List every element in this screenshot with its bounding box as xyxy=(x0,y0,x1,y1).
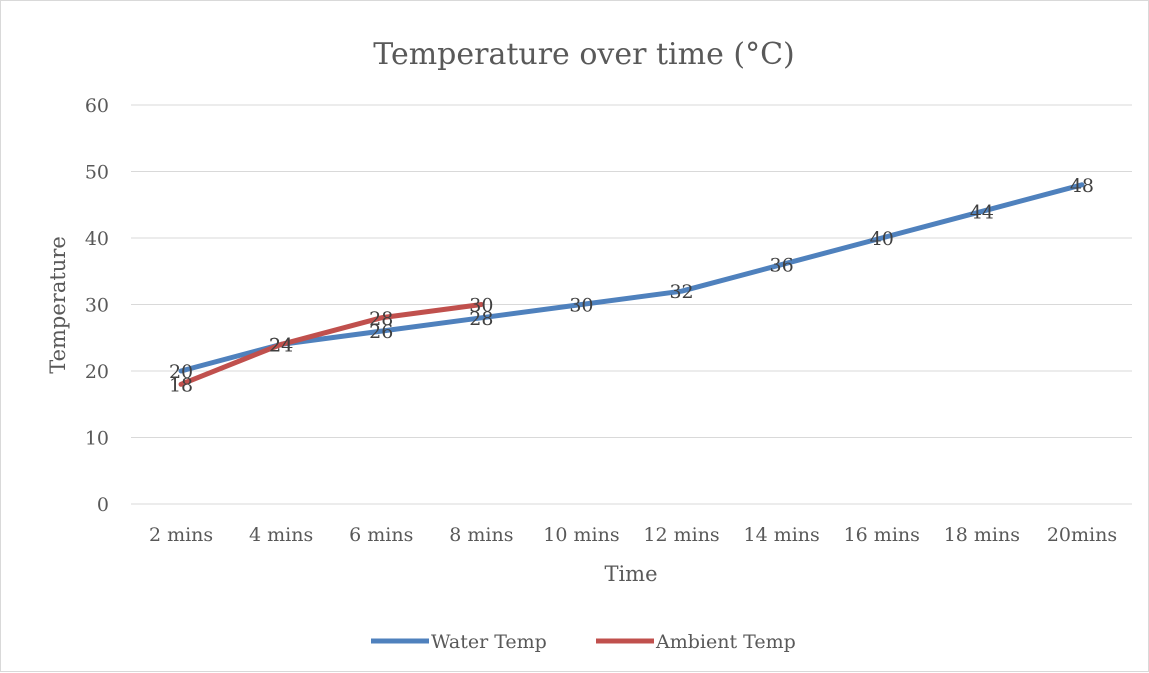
y-tick-label: 10 xyxy=(85,428,109,450)
data-label: 24 xyxy=(269,334,293,356)
x-tick-label: 12 mins xyxy=(643,524,719,546)
x-tick-label: 2 mins xyxy=(149,524,213,546)
x-tick-label: 14 mins xyxy=(744,524,820,546)
series-lines xyxy=(178,182,1085,387)
y-tick-label: 60 xyxy=(85,95,109,117)
chart-title: Temperature over time (°C) xyxy=(373,37,794,72)
gridlines xyxy=(131,104,1132,505)
data-label: 28 xyxy=(469,308,493,330)
y-tick-label: 30 xyxy=(85,295,109,317)
data-label: 40 xyxy=(870,228,894,250)
data-label: 48 xyxy=(1070,175,1094,197)
y-tick-label: 40 xyxy=(85,228,109,250)
y-axis-title: Temperature xyxy=(46,236,70,374)
data-label: 24 xyxy=(269,334,293,356)
data-label: 44 xyxy=(970,201,994,223)
series-line-water-temp xyxy=(178,182,1085,374)
series-line-ambient-temp xyxy=(178,302,484,387)
x-tick-label: 4 mins xyxy=(249,524,313,546)
x-tick-label: 16 mins xyxy=(844,524,920,546)
data-label: 28 xyxy=(369,308,393,330)
x-tick-label: 6 mins xyxy=(349,524,413,546)
x-tick-label: 8 mins xyxy=(449,524,513,546)
y-tick-label: 50 xyxy=(85,162,109,184)
x-axis-title: Time xyxy=(604,562,657,586)
data-label: 30 xyxy=(569,295,593,317)
data-label: 32 xyxy=(669,281,693,303)
data-label: 30 xyxy=(469,295,493,317)
y-tick-label: 0 xyxy=(97,494,109,516)
data-label: 26 xyxy=(369,321,393,343)
data-label: 20 xyxy=(169,361,193,383)
x-axis-ticks: 2 mins 4 mins 6 mins 8 mins 10 mins 12 mins 14… xyxy=(149,524,1117,546)
legend-label: Water Temp xyxy=(431,631,547,653)
y-axis-ticks: 0 10 20 30 40 50 60 xyxy=(85,95,109,516)
x-tick-label: 18 mins xyxy=(944,524,1020,546)
legend: Water Temp Ambient Temp xyxy=(371,631,796,653)
data-label: 18 xyxy=(169,374,193,396)
x-tick-label: 20mins xyxy=(1047,524,1117,546)
legend-label: Ambient Temp xyxy=(655,631,796,653)
x-tick-label: 10 mins xyxy=(543,524,619,546)
y-tick-label: 20 xyxy=(85,361,109,383)
data-label: 36 xyxy=(770,255,794,277)
